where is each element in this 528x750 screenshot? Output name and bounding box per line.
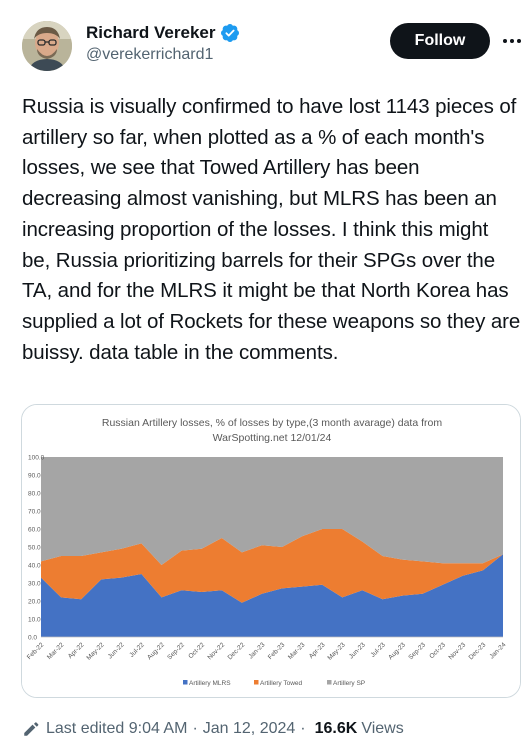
more-options-icon[interactable] [500,30,524,52]
y-tick-label: 90.0 [28,473,41,480]
tweet-media-chart[interactable]: Russian Artillery losses, % of losses by… [21,404,521,698]
legend-swatch [183,680,188,685]
y-tick-label: 30.0 [28,581,41,588]
follow-button[interactable]: Follow [390,23,490,59]
display-name[interactable]: Richard Vereker [86,23,216,42]
author-block: Richard Vereker @verekerrichard1 [86,23,240,64]
post-date[interactable]: Jan 12, 2024 [202,720,296,737]
chart-title-line2: WarSpotting.net 12/01/24 [213,432,332,444]
y-tick-label: 80.0 [28,491,41,498]
legend-swatch [254,680,259,685]
separator: · [192,720,198,737]
plot-area [41,457,503,637]
edit-pencil-icon [22,720,40,738]
y-tick-label: 100.0 [28,455,45,462]
y-tick-label: 50.0 [28,545,41,552]
legend-label: Artillery Towed [260,680,303,687]
y-tick-label: 0.0 [28,635,37,642]
tweet-text: Russia is visually confirmed to have los… [22,95,521,364]
series-area-artillery-towed [41,529,503,603]
area-chart: Russian Artillery losses, % of losses by… [22,405,520,697]
verified-badge-icon [220,23,240,43]
separator: · [300,720,306,737]
author-handle[interactable]: @verekerrichard1 [86,46,214,63]
legend-swatch [327,680,332,685]
y-tick-label: 10.0 [28,617,41,624]
series-area-artillery-mlrs [41,554,503,637]
tweet-footer: Last edited 9:04 AM · Jan 12, 2024 · 16.… [22,720,404,738]
avatar[interactable] [22,21,72,71]
legend-label: Artillery MLRS [189,680,231,687]
y-axis: 0.0 10.0 20.0 30.0 40.0 50.0 60.0 70.0 80.0 90.0 1… [28,455,45,642]
chart-title-line1: Russian Artillery losses, % of losses by… [102,417,442,429]
chart-legend: Artillery MLRS Artillery Towed Artillery S… [183,680,365,687]
tweet-header: Richard Vereker @verekerrichard1 Follow [22,18,521,74]
series-area-artillery-sp [41,457,503,565]
y-tick-label: 20.0 [28,599,41,606]
edited-time[interactable]: Last edited 9:04 AM [46,720,188,737]
y-tick-label: 60.0 [28,527,41,534]
legend-label: Artillery SP [333,680,365,687]
y-tick-label: 70.0 [28,509,41,516]
y-tick-label: 40.0 [28,563,41,570]
views-count: 16.6K [314,720,358,737]
views-label: Views [361,720,404,737]
